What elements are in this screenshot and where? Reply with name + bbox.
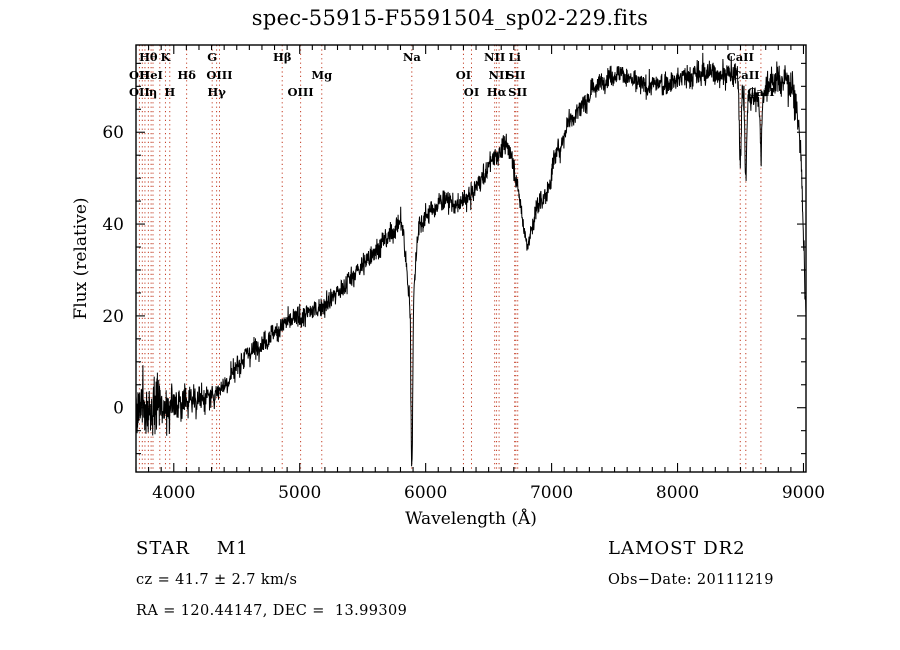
spectral-line-label: Li [508,50,521,64]
spectral-line-label: Hγ [207,85,226,99]
x-axis-tick-label: 6000 [404,483,447,503]
spectral-line-label: NII [488,68,509,82]
spectral-line-label: OII [129,85,150,99]
spectral-line-label: CaII [747,85,774,99]
spectral-line-label: SII [508,85,527,99]
survey-label: LAMOST DR2 [608,538,746,559]
spectral-line-label: G [207,50,217,64]
spectral-line-label: Na [403,50,422,64]
y-axis-tick-label: 40 [102,215,124,235]
spectral-line-label: Mg [311,68,332,82]
spectral-line-label: Hδ [177,68,196,82]
spectral-line-label: CaII [727,50,754,64]
x-axis-tick-label: 5000 [278,483,321,503]
spectrum-trace [135,52,807,467]
x-axis-tick-label: 4000 [152,483,195,503]
spectral-line-label: HeI [139,68,163,82]
x-axis-tick-label: 8000 [656,483,699,503]
spectral-line-label: Hθ [139,50,158,64]
page-title: spec-55915-F5591504_sp02-229.fits [251,6,649,30]
spectral-line-label: CaII [732,68,759,82]
y-axis-tick-label: 60 [102,123,124,143]
spectral-line-label: H [164,85,175,99]
spectral-line-label: Hα [487,85,507,99]
x-axis-tick-label: 9000 [782,483,825,503]
spectral-line-label: SII [506,68,525,82]
x-axis-tick-label: 7000 [530,483,573,503]
spectral-line-label: OI [464,85,479,99]
spectral-line-label: K [160,50,171,64]
y-axis-title: Flux (relative) [71,197,91,319]
spectral-line-label: OI [456,68,471,82]
y-axis-tick-label: 0 [113,399,124,419]
spectral-line-label: OIII [206,68,232,82]
coordinates-label: RA = 120.44147, DEC = 13.99309 [136,603,408,619]
object-type-label: STAR M1 [136,538,249,559]
spectral-line-label: OII [129,68,150,82]
spectral-line-label: η [149,85,157,99]
spectral-line-label: Hβ [273,50,292,64]
redshift-velocity-label: cz = 41.7 ± 2.7 km/s [136,572,298,588]
obs-date-label: Obs−Date: 20111219 [608,572,774,588]
spectral-line-label: OIII [288,85,314,99]
spectral-line-label: NII [484,50,505,64]
x-axis-title: Wavelength (Å) [405,508,537,529]
y-axis-tick-label: 20 [102,307,124,327]
plot-frame [135,44,807,473]
